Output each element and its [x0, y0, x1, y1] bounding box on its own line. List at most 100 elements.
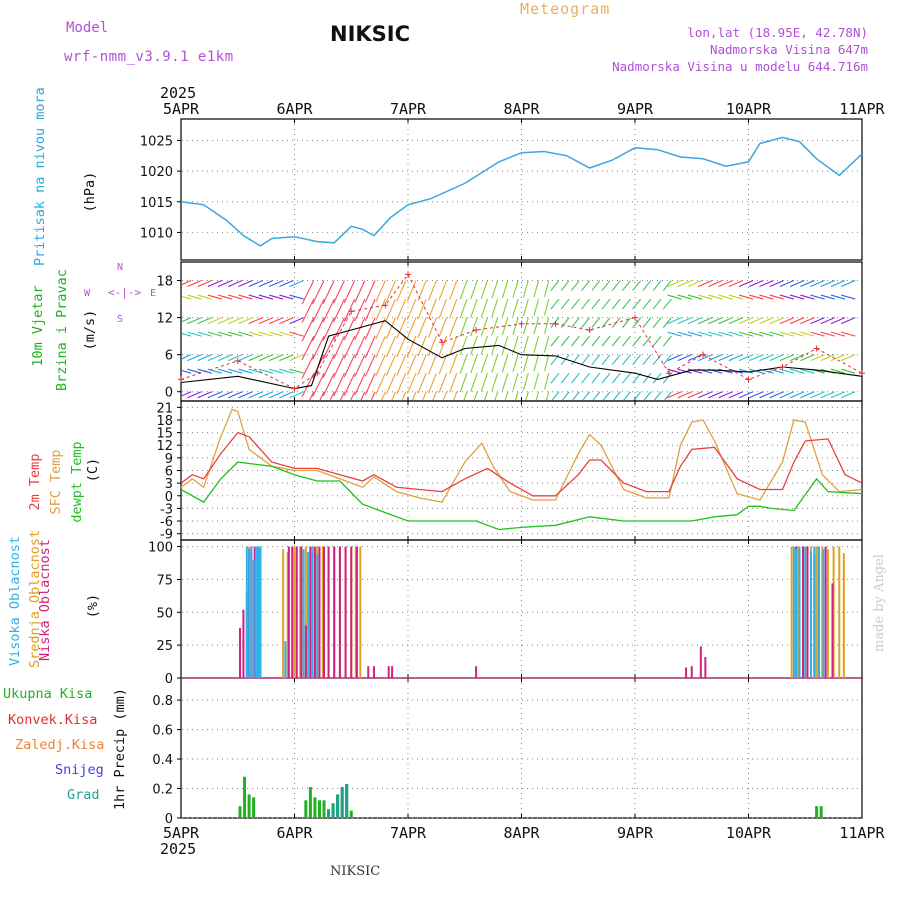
wind-barb — [322, 280, 335, 304]
wind-barb — [759, 391, 774, 399]
wind-barb — [268, 391, 284, 399]
wind-barb — [396, 372, 407, 395]
wind-barb — [406, 372, 417, 394]
wind-barb — [182, 332, 192, 337]
wind-barb — [182, 317, 192, 323]
wind-barb — [718, 294, 733, 300]
wind-barb — [738, 280, 754, 288]
total-precip-bar — [238, 806, 242, 818]
wind-barb — [182, 369, 192, 374]
wind-barb — [535, 391, 540, 400]
wind-barb — [667, 294, 682, 300]
wind-barb — [268, 354, 284, 362]
high-cloud-bar — [250, 546, 253, 678]
mid-cloud-bar — [286, 551, 289, 678]
wind-barb — [779, 280, 795, 288]
wind-barb — [238, 354, 253, 362]
wind-barb — [533, 280, 540, 298]
total-precip-bar — [819, 806, 823, 818]
wind-barb — [622, 372, 631, 384]
wind-barb — [830, 391, 846, 399]
wind-barb — [428, 298, 437, 320]
wind-barb — [664, 391, 672, 400]
wind-barb — [470, 354, 478, 374]
wind-barb — [428, 372, 437, 394]
low-cloud-bar — [344, 546, 347, 678]
wind-barb — [632, 280, 642, 291]
wind-barb — [652, 354, 662, 366]
high-cloud-bar — [817, 546, 820, 678]
wind-barb — [543, 298, 550, 316]
wind-barb — [642, 298, 652, 310]
wind-barb — [533, 298, 540, 316]
wind-barb — [581, 354, 591, 366]
wind-barb — [354, 372, 366, 396]
wind-barb — [830, 354, 846, 362]
gust-point — [348, 308, 355, 315]
wind-barb — [840, 317, 856, 325]
wind-barb — [591, 335, 601, 347]
legend-convective: Konvek.Kisa — [8, 712, 98, 728]
wind-barb — [623, 391, 631, 400]
wind-barb — [810, 391, 825, 399]
wind-barb — [622, 317, 631, 328]
wind-barb — [779, 331, 795, 337]
wind-barb — [582, 391, 591, 400]
wind-barb — [820, 280, 835, 288]
wind-barb — [560, 298, 570, 310]
wind-barb — [258, 317, 274, 325]
wind-barb — [601, 280, 611, 291]
wind-barb — [322, 354, 335, 378]
wind-barb — [522, 335, 529, 354]
wind-barb — [728, 391, 744, 399]
gust-point — [586, 326, 593, 333]
wind-barb — [491, 373, 499, 392]
wind-barb — [187, 317, 202, 325]
wind-barb — [789, 368, 805, 374]
wind-barb — [677, 280, 692, 288]
wind-barb — [301, 335, 315, 361]
wind-barb — [800, 368, 815, 374]
wind-barb — [449, 373, 458, 393]
wind-barb — [522, 317, 529, 335]
y-tick-label: 0.8 — [152, 694, 173, 709]
mid-cloud-bar — [304, 546, 307, 678]
mid-cloud-bar — [815, 546, 818, 678]
wind-barb — [652, 335, 662, 347]
wind-barb — [738, 391, 754, 399]
wind-barb — [779, 391, 795, 399]
wind-barb — [343, 354, 356, 378]
wind-barb — [354, 335, 366, 359]
wind-barb — [187, 391, 202, 399]
low-cloud-bar — [699, 646, 702, 678]
footer-station: NIKSIC — [330, 864, 381, 879]
pressure-line — [180, 136, 863, 247]
x-tick-label: 7APR — [390, 824, 427, 842]
wind-barb — [840, 391, 856, 399]
wind-barb — [406, 335, 417, 357]
wind-barb — [312, 298, 325, 323]
wind-barb — [769, 280, 784, 288]
wind-barb — [364, 335, 376, 359]
wind-barb — [480, 298, 488, 318]
wind-barb — [197, 354, 212, 362]
wind-barb — [718, 331, 733, 337]
wind-barb — [319, 391, 325, 400]
wind-barb — [207, 354, 223, 362]
wind-barb — [322, 298, 335, 323]
wind-barb — [279, 294, 294, 300]
wind-barb — [611, 354, 621, 366]
wind-barb — [470, 298, 478, 318]
wind-barb — [248, 354, 263, 362]
wind-barb — [841, 294, 856, 300]
x-tick-label: 10APR — [726, 824, 772, 842]
wind-barb — [759, 331, 774, 337]
y-tick-label: 18 — [156, 275, 173, 290]
wind-barb — [453, 391, 458, 400]
high-cloud-bar — [809, 551, 812, 678]
wind-barb — [632, 298, 642, 310]
wind-barb — [248, 280, 263, 288]
wind-barb — [417, 354, 427, 376]
low-cloud-bar — [806, 546, 809, 678]
wind-barb — [354, 354, 366, 378]
